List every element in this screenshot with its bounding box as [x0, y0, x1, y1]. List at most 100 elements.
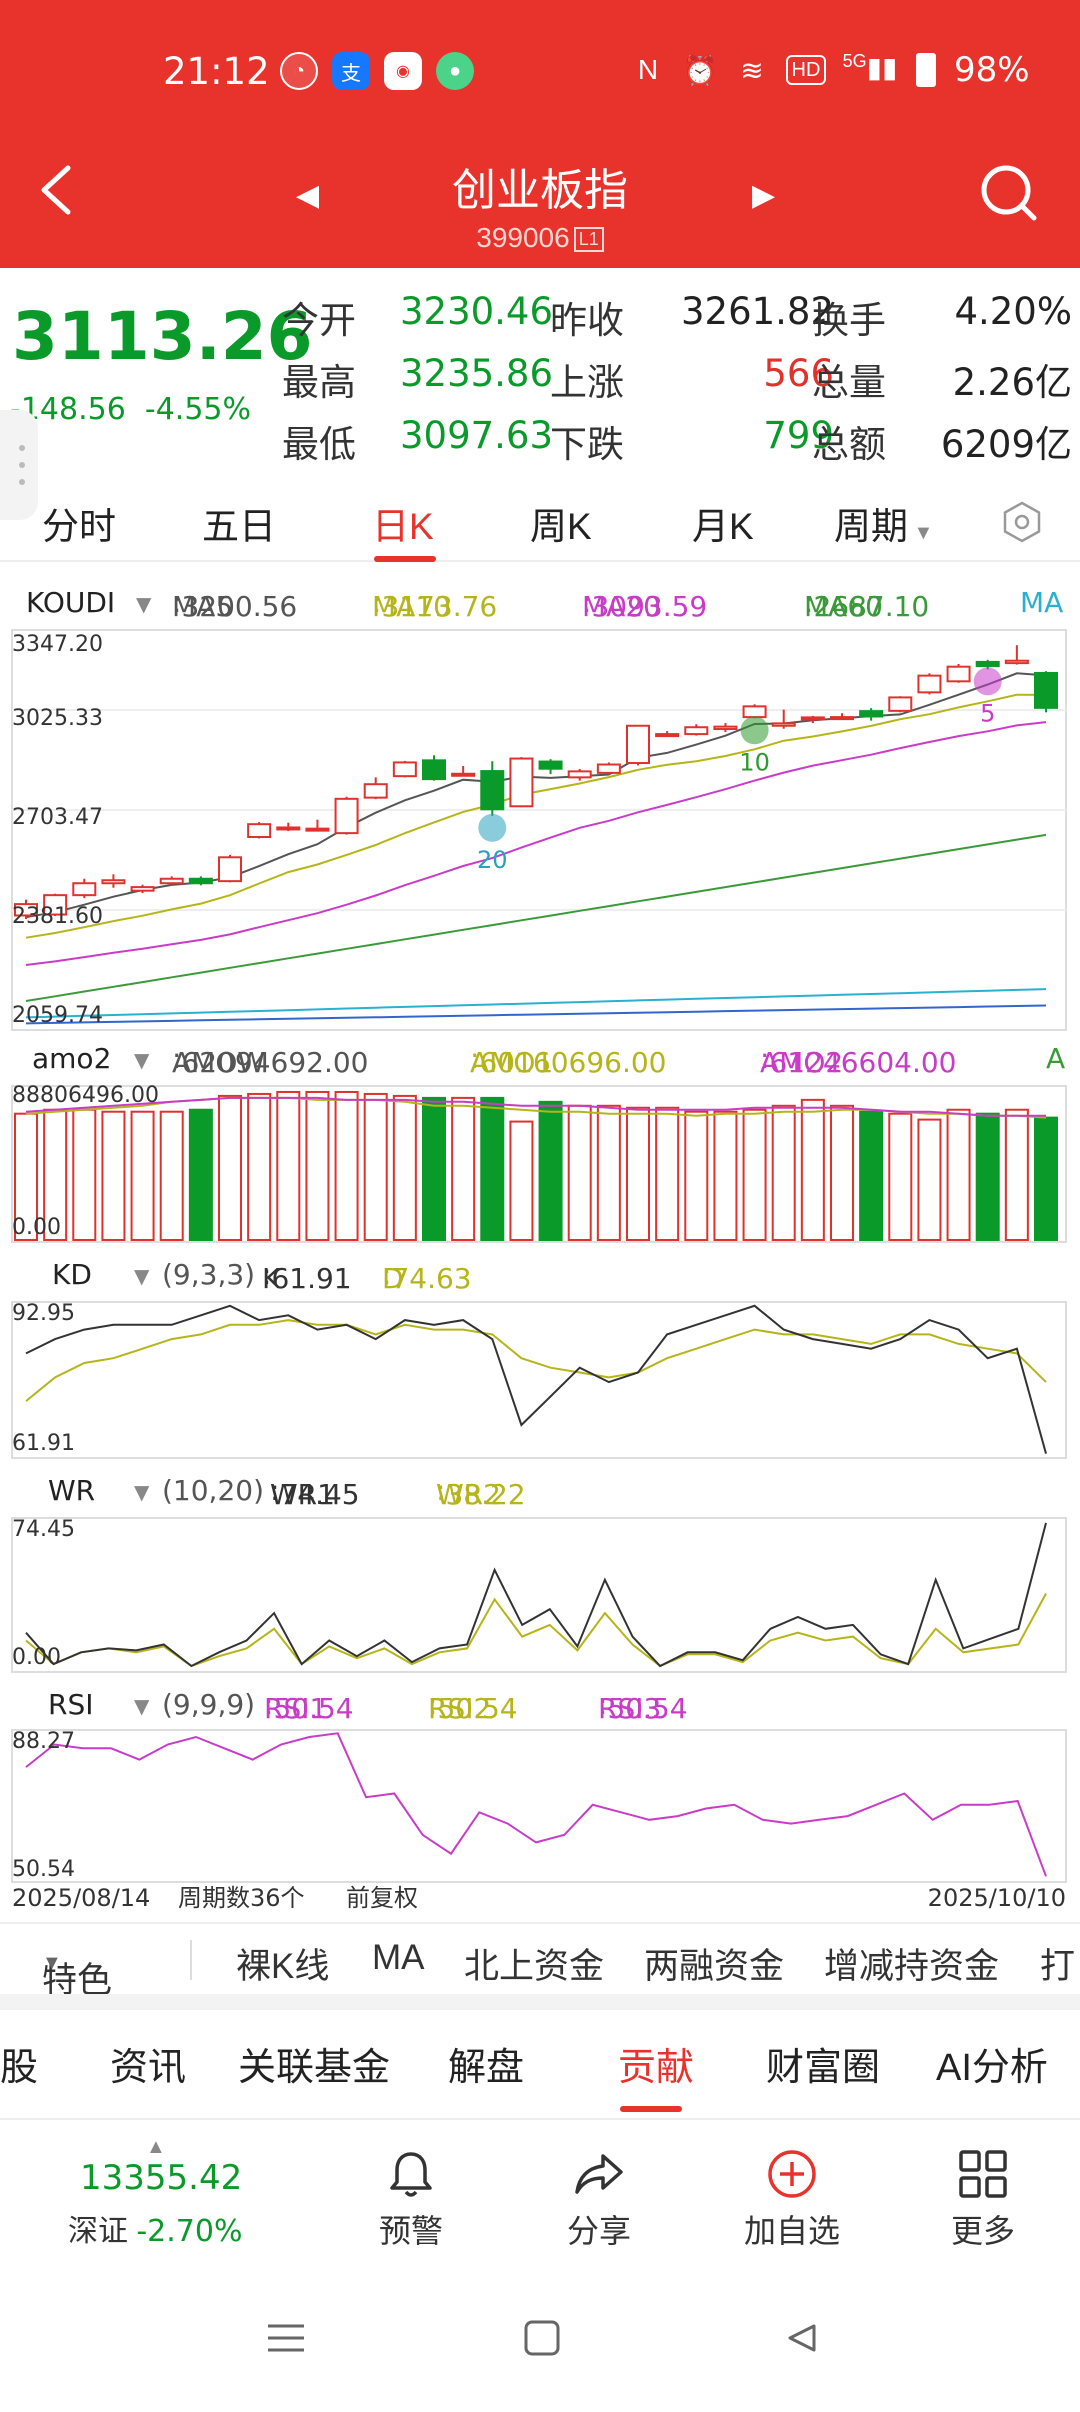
- wr-axis-top: 74.45: [12, 1517, 75, 1542]
- open-value: 3230.46: [400, 290, 554, 333]
- amount-bar: [830, 1104, 854, 1242]
- tab-related-funds[interactable]: 关联基金: [238, 2047, 391, 2089]
- amount-bar: [188, 1108, 213, 1241]
- more-label: 更多: [950, 2213, 1015, 2249]
- candle-body: [480, 770, 505, 811]
- dropdown-caret-icon[interactable]: ▼: [134, 1048, 150, 1072]
- index-ticker-label[interactable]: 深证 -2.70%: [68, 2206, 242, 2250]
- tab-monthly-k[interactable]: 月K: [692, 506, 754, 547]
- feature-tab-more[interactable]: 打: [1040, 1947, 1076, 1986]
- dropdown-caret-icon[interactable]: ▼: [134, 1694, 150, 1718]
- ma10-line: [25, 693, 1047, 939]
- main-indicator-name[interactable]: KOUDI: [26, 586, 116, 619]
- kd-indicator-name[interactable]: KD: [52, 1258, 92, 1291]
- candle-body: [130, 886, 155, 892]
- candle-body: [72, 882, 97, 897]
- candle-body: [392, 761, 417, 778]
- app-header: 21:12 ◔ 支 ◉ ● N ⏰ ≋ HD 5G ▮▮ 98% ◀ 创业板指 ▶…: [0, 0, 1080, 268]
- ma20-legend-value: 3093.59: [591, 590, 708, 623]
- app-icon: ◉: [384, 52, 422, 90]
- candle-body: [14, 903, 38, 917]
- tab-news[interactable]: 资讯: [110, 2047, 187, 2089]
- candle-body: [305, 827, 330, 832]
- side-drawer-handle[interactable]: [0, 410, 38, 520]
- tab-stocks[interactable]: 股: [0, 2047, 39, 2089]
- ma120-line: [25, 988, 1047, 1019]
- quote-panel: 3113.26 -148.56 -4.55% 今开 3230.46 昨收 326…: [0, 268, 1080, 468]
- candle-body: [1004, 659, 1029, 665]
- candle-body: [509, 757, 534, 808]
- search-icon[interactable]: [976, 160, 1040, 224]
- add-watchlist-label: 加自选: [743, 2213, 840, 2249]
- ma20-line: [25, 721, 1047, 966]
- dropdown-caret-icon[interactable]: ▼: [134, 1480, 150, 1504]
- turnover-label: 换手: [812, 299, 886, 342]
- tab-intraday[interactable]: 分时: [42, 506, 116, 547]
- candle-body: [1034, 671, 1058, 709]
- ma60-legend: MA60: 2687.10: [804, 586, 930, 623]
- back-icon[interactable]: [788, 2324, 816, 2352]
- high-label: 最高: [282, 361, 356, 404]
- share-button[interactable]: 分享: [534, 2146, 664, 2252]
- more-button[interactable]: 更多: [918, 2146, 1048, 2252]
- feature-tab-shareholding[interactable]: 增减持资金: [824, 1947, 1000, 1986]
- feature-tab-naked-k[interactable]: 裸K线: [236, 1947, 330, 1986]
- page-title: 创业板指: [452, 166, 628, 215]
- amount-bar: [742, 1108, 767, 1241]
- rsi-indicator-name[interactable]: RSI: [48, 1688, 94, 1721]
- amount-bar: [363, 1092, 388, 1242]
- candle-body: [334, 797, 359, 835]
- wr-indicator-name[interactable]: WR: [48, 1474, 96, 1507]
- k-line: [25, 1304, 1047, 1454]
- open-label: 今开: [282, 299, 356, 342]
- kline-chart[interactable]: 20 10 5 3347.20 3025.33 2703.47 2381.60 20…: [0, 570, 1080, 1910]
- feature-tab-margin[interactable]: 两融资金: [644, 1947, 785, 1986]
- recent-apps-icon[interactable]: [268, 2324, 304, 2352]
- amow-legend: AMOW: 62094692.00: [172, 1042, 369, 1079]
- amo-indicator-name[interactable]: amo2: [32, 1042, 112, 1075]
- bell-icon: [390, 2152, 432, 2197]
- feature-tab-ma[interactable]: MA: [372, 1938, 425, 1977]
- k-legend-value: 61.91: [271, 1262, 352, 1295]
- amo-axis-top: 88806496.00: [12, 1083, 159, 1108]
- candle-body: [684, 726, 709, 736]
- feature-tab-northbound[interactable]: 北上资金: [464, 1947, 605, 1986]
- expand-caret-icon[interactable]: ▲: [146, 2136, 166, 2158]
- tab-period[interactable]: 周期 ▼: [834, 496, 933, 550]
- tab-weekly-k[interactable]: 周K: [530, 506, 592, 547]
- tab-ai-analysis[interactable]: AI分析: [936, 2047, 1048, 2089]
- tab-analysis[interactable]: 解盘: [448, 2047, 525, 2089]
- next-stock-arrow-icon[interactable]: ▶: [752, 179, 776, 212]
- settings-hexagon-icon[interactable]: [1000, 500, 1044, 544]
- ma10-legend: MA10: 3173.76: [372, 586, 498, 623]
- tab-wealth-circle[interactable]: 财富圈: [766, 2047, 881, 2089]
- amount-bar: [684, 1110, 709, 1241]
- home-icon[interactable]: [524, 2320, 560, 2356]
- d-legend-name: D: [382, 1262, 404, 1295]
- amount-bar: [946, 1108, 971, 1241]
- add-watchlist-button[interactable]: 加自选: [727, 2146, 857, 2252]
- amount-bar: [247, 1092, 272, 1242]
- price-axis-label: 2703.47: [12, 805, 103, 830]
- candle-body: [771, 722, 796, 727]
- prev-close-label: 昨收: [550, 299, 624, 342]
- candle-body: [596, 763, 621, 774]
- back-arrow-icon[interactable]: [30, 160, 90, 220]
- tab-daily-k[interactable]: 日K: [372, 506, 434, 547]
- amount-bar: [334, 1090, 359, 1242]
- k-legend-name: K: [262, 1262, 281, 1295]
- dropdown-caret-icon[interactable]: ▼: [136, 592, 152, 616]
- tab-contribution[interactable]: 贡献: [618, 2047, 695, 2089]
- rsi1-legend-name: RSI1: [264, 1692, 328, 1725]
- alert-button[interactable]: 预警: [346, 2146, 476, 2252]
- rsi3-legend-name: RSI3: [598, 1692, 662, 1725]
- index-ticker-value[interactable]: 13355.42: [80, 2158, 243, 2198]
- ma60-line: [25, 833, 1047, 1002]
- amo-a-legend: A: [1046, 1042, 1066, 1075]
- wr-params: (10,20): [162, 1474, 265, 1507]
- tab-five-day[interactable]: 五日: [202, 506, 276, 547]
- more-grid-icon: [959, 2150, 1007, 2198]
- dropdown-caret-icon[interactable]: ▼: [134, 1264, 150, 1288]
- alipay-icon: 支: [332, 52, 370, 90]
- prev-stock-arrow-icon[interactable]: ◀: [296, 179, 320, 212]
